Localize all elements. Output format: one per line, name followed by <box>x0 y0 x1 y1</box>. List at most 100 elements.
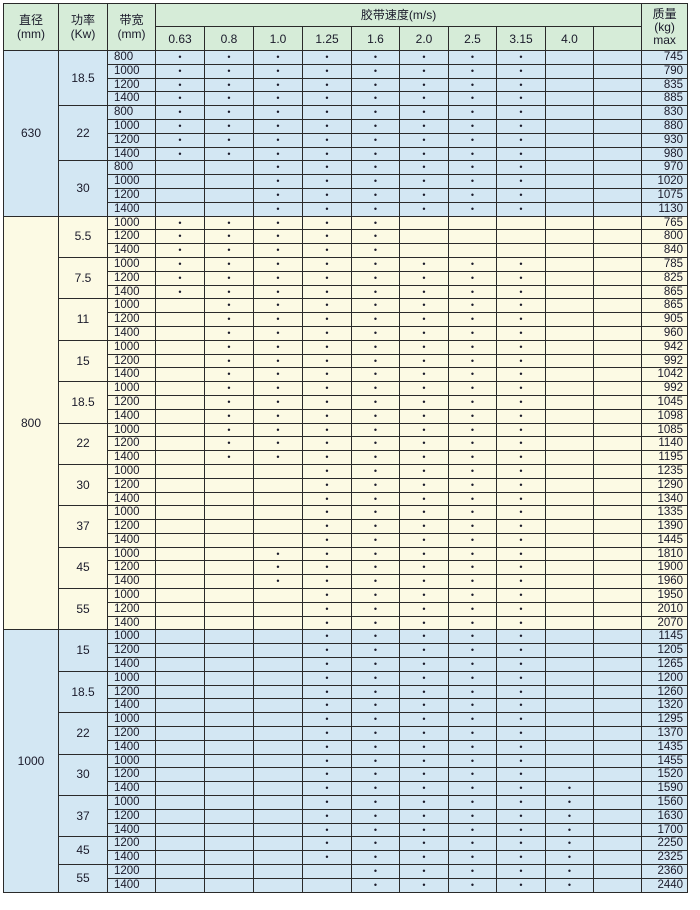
speed-cell: • <box>351 726 400 741</box>
speed-cell <box>592 284 643 300</box>
speed-cell: • <box>496 436 546 452</box>
speed-cell: • <box>496 753 546 769</box>
available-mark: • <box>325 300 329 311</box>
table-row: 1200 • • • • • • • 992 <box>4 353 689 369</box>
table-header: 直径 (mm) 功率 (Kw) 带宽 (mm) 胶带速度(m/s) 质量 (kg) max… <box>3 3 689 51</box>
speed-cell <box>204 822 254 838</box>
speed-cell: • <box>302 353 352 369</box>
available-mark: • <box>470 521 475 532</box>
speed-cell <box>545 270 594 286</box>
available-mark: • <box>325 728 329 739</box>
mass-cell: 835 <box>641 77 689 93</box>
available-mark: • <box>276 369 280 380</box>
available-mark: • <box>373 797 378 808</box>
speed-cell <box>155 339 205 355</box>
available-mark: • <box>422 824 426 835</box>
available-mark: • <box>519 452 523 463</box>
available-mark: • <box>325 521 329 532</box>
speed-cell <box>545 532 594 548</box>
speed-cell <box>545 256 594 272</box>
speed-cell: • <box>351 601 400 617</box>
belt-width-cell: 1000 <box>107 629 156 645</box>
power-cell: 5.5 <box>58 215 108 258</box>
belt-width-cell: 1200 <box>107 836 156 852</box>
available-mark: • <box>276 410 280 421</box>
table-row: 37 1000 • • • • • 1335 <box>4 505 689 548</box>
available-mark: • <box>519 410 523 421</box>
available-mark: • <box>470 424 475 435</box>
speed-cell <box>448 229 497 245</box>
available-mark: • <box>519 465 523 476</box>
speed-cell <box>545 229 594 245</box>
mass-cell: 930 <box>641 132 689 148</box>
available-mark: • <box>276 355 280 366</box>
speed-cell <box>545 105 594 120</box>
mass-cell: 1340 <box>641 491 689 507</box>
speed-cell: • <box>302 519 352 534</box>
speed-cell: • <box>399 546 449 562</box>
speed-cell: • <box>351 325 400 341</box>
speed-cell: • <box>351 353 400 369</box>
belt-width-cell: 1000 <box>107 670 156 686</box>
speed-cell: • <box>204 367 254 383</box>
available-mark: • <box>276 383 280 394</box>
speed-cell <box>545 753 594 769</box>
available-mark: • <box>276 562 280 573</box>
available-mark: • <box>373 189 378 200</box>
available-mark: • <box>325 217 329 228</box>
speed-cell: • <box>204 450 254 465</box>
available-mark: • <box>373 120 378 131</box>
available-mark: • <box>470 824 475 835</box>
table-row: 1200 • • • • • • 1900 <box>4 560 689 576</box>
mass-cell: 1630 <box>641 808 689 824</box>
speed-cell <box>592 105 643 120</box>
available-mark: • <box>373 562 378 573</box>
mass-cell: 1075 <box>641 187 689 203</box>
speed-cell: • <box>155 77 205 93</box>
speed-cell <box>253 864 303 879</box>
available-mark: • <box>325 700 329 711</box>
available-mark: • <box>373 162 378 173</box>
available-mark: • <box>470 93 475 104</box>
speed-cell: • <box>496 726 546 741</box>
table-row: 1400 • • • • • 1320 <box>4 698 689 714</box>
belt-width-cell: 1000 <box>107 174 156 189</box>
power-cell: 18.5 <box>58 49 108 107</box>
mass-cell: 2010 <box>641 601 689 617</box>
speed-cell <box>253 491 303 507</box>
speed-cell <box>204 629 254 645</box>
available-mark: • <box>325 507 329 518</box>
mass-cell: 1042 <box>641 367 689 383</box>
available-mark: • <box>422 576 426 587</box>
mass-cell: 840 <box>641 243 689 258</box>
available-mark: • <box>470 728 475 739</box>
speed-cell: • <box>253 215 303 231</box>
speed-cell <box>545 284 594 300</box>
speed-cell: • <box>155 105 205 120</box>
available-mark: • <box>227 396 231 407</box>
available-mark: • <box>519 327 523 338</box>
speed-cell: • <box>448 767 497 783</box>
available-mark: • <box>519 714 523 725</box>
available-mark: • <box>422 134 426 145</box>
speed-cell: • <box>155 50 205 65</box>
speed-cell: • <box>351 215 400 231</box>
available-mark: • <box>373 548 378 559</box>
speed-cell: • <box>399 436 449 452</box>
available-mark: • <box>325 548 329 559</box>
available-mark: • <box>373 686 378 697</box>
speed-cell <box>545 132 594 148</box>
available-mark: • <box>422 755 426 766</box>
speed-cell: • <box>253 201 303 217</box>
available-mark: • <box>470 617 475 628</box>
belt-width-cell: 1400 <box>107 615 156 631</box>
mass-cell: 1435 <box>641 739 689 755</box>
speed-cell <box>592 850 643 866</box>
speed-cell: • <box>448 394 497 410</box>
speed-cell: • <box>351 864 400 879</box>
speed-cell: • <box>399 367 449 383</box>
belt-width-cell: 1200 <box>107 643 156 659</box>
speed-cell <box>592 215 643 231</box>
speed-cell: • <box>448 132 497 148</box>
speed-cell: • <box>448 850 497 866</box>
